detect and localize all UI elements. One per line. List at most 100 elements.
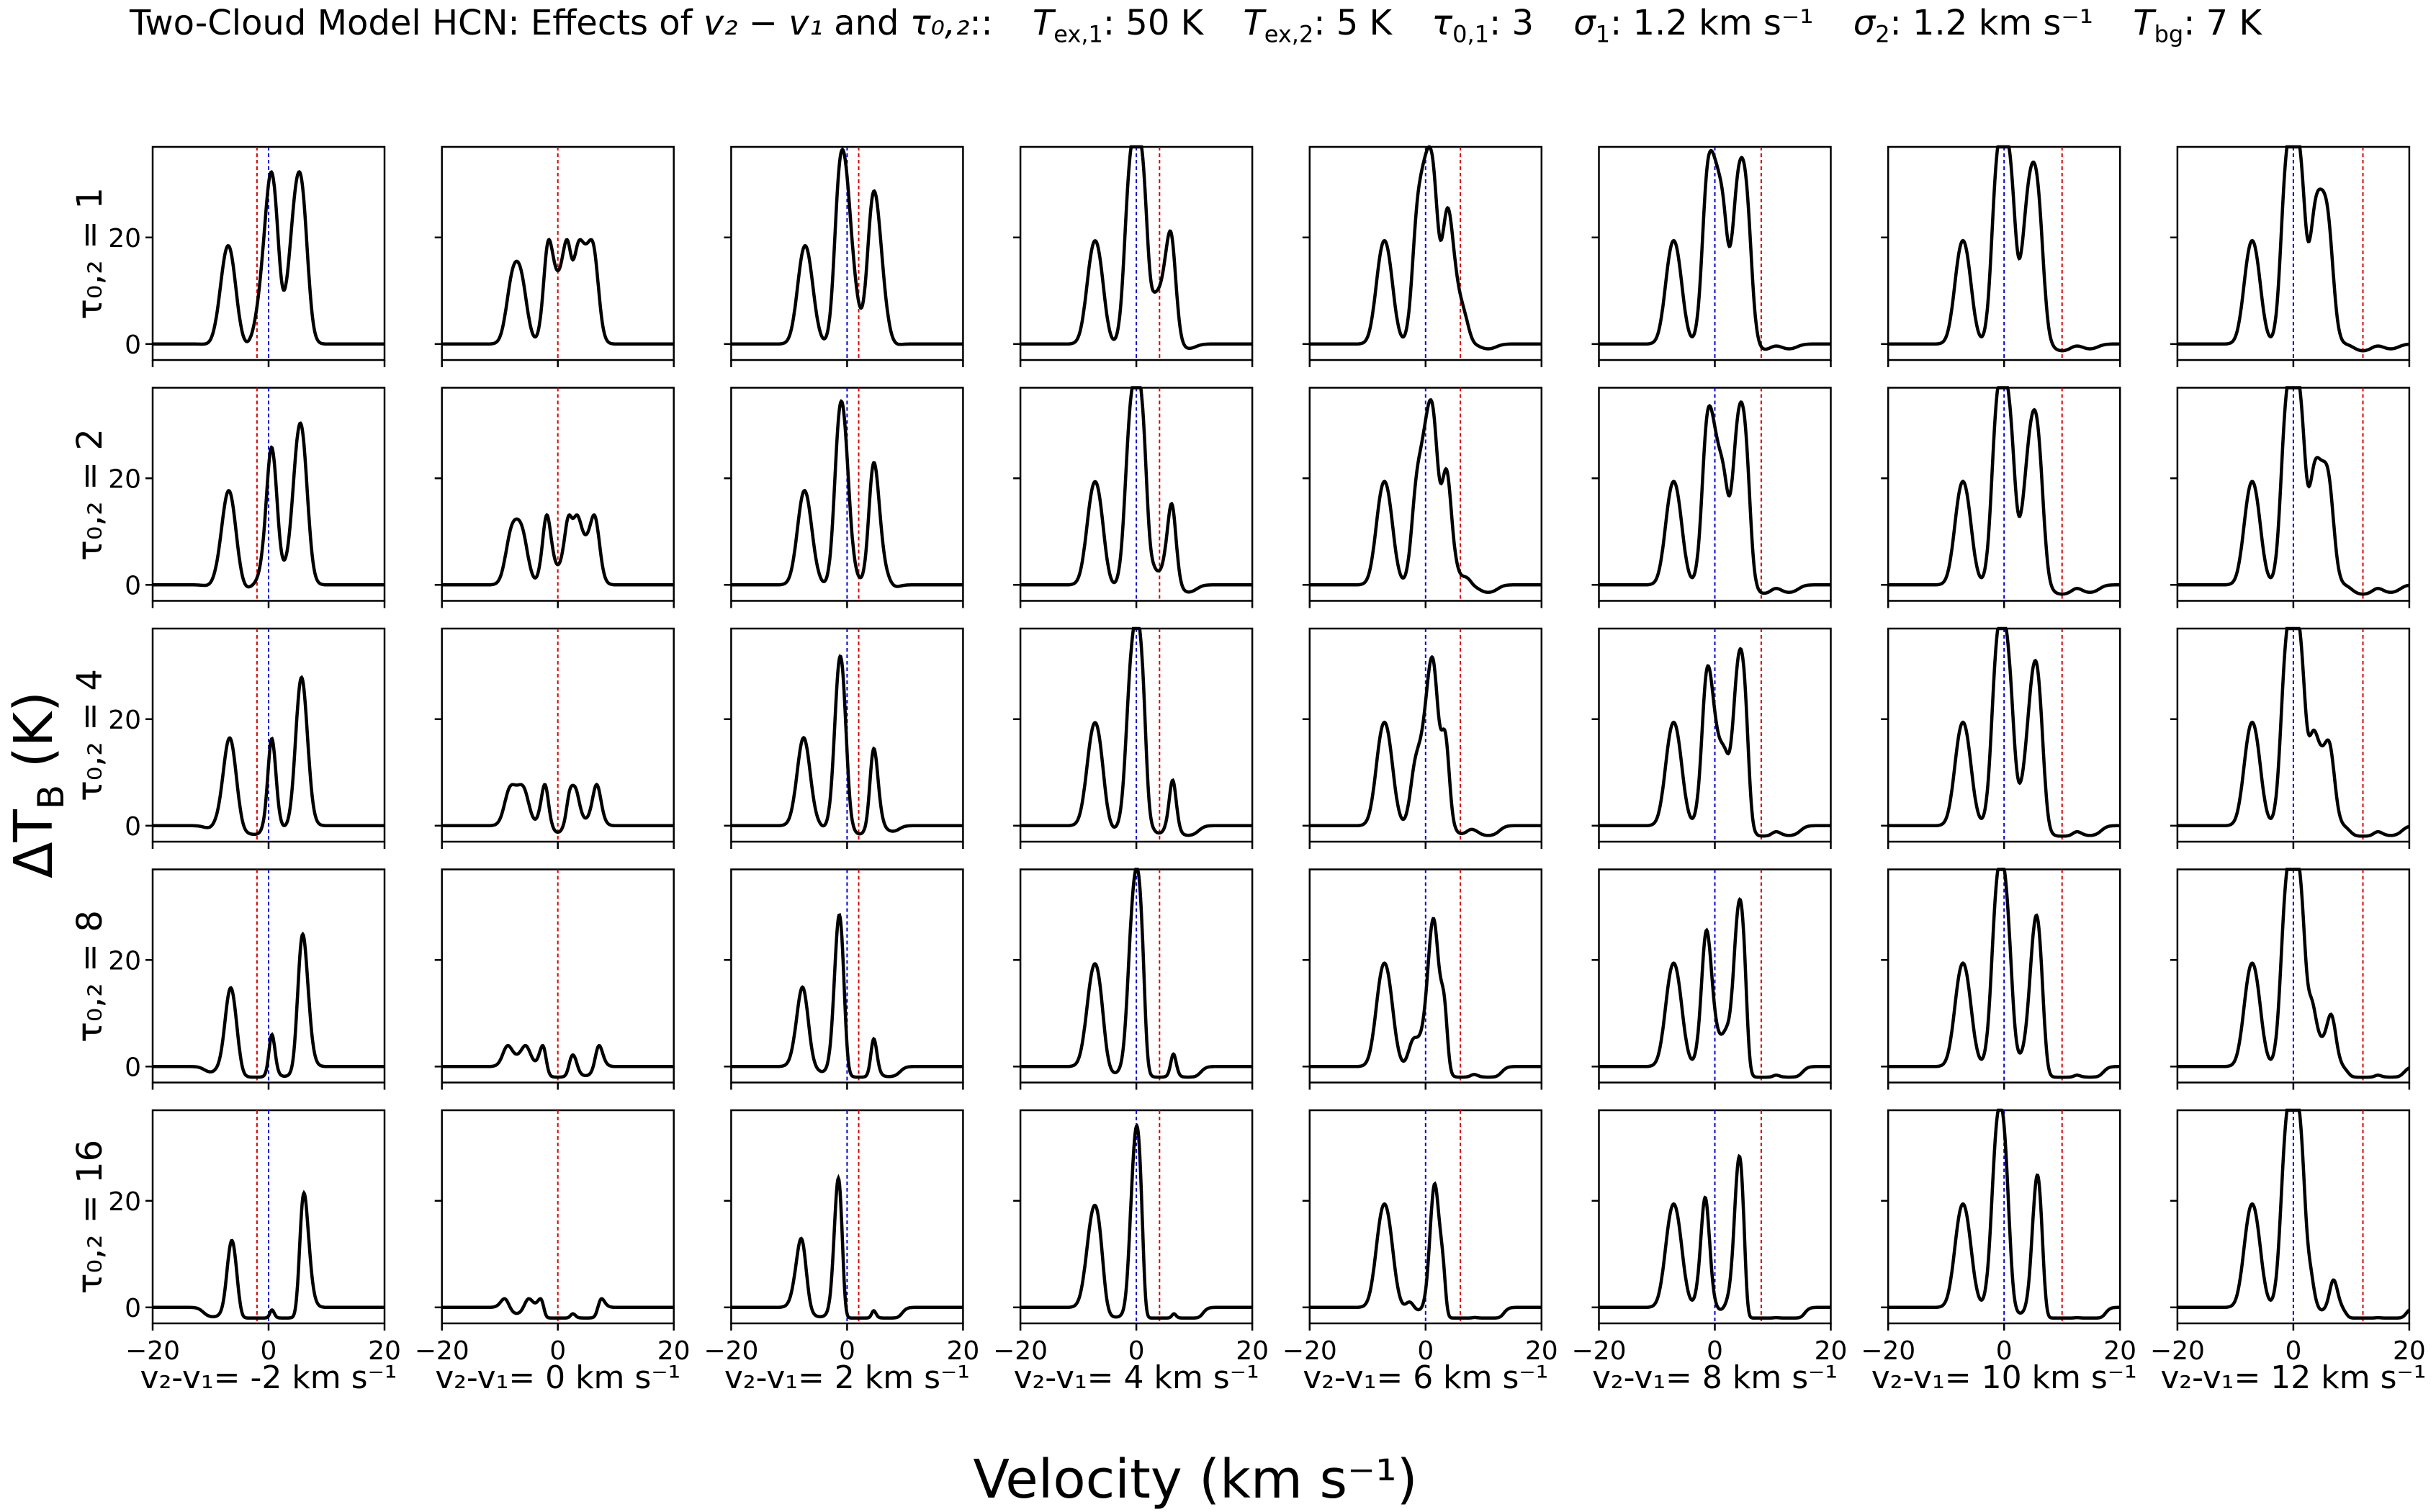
y-tick-label: 0: [125, 1294, 141, 1323]
spectrum-line: [1888, 386, 2121, 596]
y-tick-label: 0: [125, 571, 141, 600]
param-sub: ex,2: [1264, 20, 1314, 48]
subplot-r3-c2: [434, 627, 675, 849]
subplot-r1-c4: [1013, 145, 1254, 367]
y-axis-label: ΔTB (K): [3, 691, 72, 878]
figure-title: Two-Cloud Model HCN: Effects of v₂ − v₁ …: [130, 3, 2262, 48]
spectrum-line: [441, 238, 674, 346]
column-label-dv: v₂-v₁= 8 km s⁻¹: [1592, 1359, 1838, 1396]
param-sub: 2: [1875, 20, 1890, 48]
title-tau02: τ₀,₂: [909, 3, 970, 43]
param-label: T: [1032, 3, 1054, 43]
spectrum-line: [1599, 148, 1831, 351]
param-sub: bg: [2154, 20, 2184, 48]
subplot-r5-c2: −20 0 20: [415, 1109, 691, 1366]
title-colons: ::: [969, 3, 993, 43]
subplot-r3-c3: [724, 627, 964, 849]
x-tick-label: 20: [1815, 1336, 1848, 1366]
spectrum-line: [2177, 1108, 2411, 1320]
subplot-r5-c5: −20 0 20: [1282, 1109, 1558, 1366]
param-sub: 1: [1595, 20, 1611, 48]
subplot-r5-c6: −20 0 20: [1572, 1109, 1848, 1366]
column-label-dv: v₂-v₁= 6 km s⁻¹: [1303, 1359, 1549, 1396]
param-label: τ: [1432, 3, 1453, 43]
x-tick-label: 20: [368, 1336, 401, 1366]
x-tick-label: 0: [1707, 1336, 1723, 1366]
subplot-r4-c1: 0 20: [108, 868, 386, 1090]
spectrum-line: [2177, 386, 2410, 596]
spectrum-line: [153, 675, 385, 837]
x-tick-label: 0: [1128, 1336, 1145, 1366]
spectrum-line: [441, 1043, 674, 1079]
spectrum-line: [1599, 400, 1831, 595]
title-v2v1: v₂ − v₁: [703, 3, 823, 43]
subplot-r2-c4: [1013, 386, 1254, 608]
spectrum-line: [731, 1174, 963, 1320]
y-tick-label: 0: [125, 330, 141, 360]
spectrum-line: [153, 170, 385, 346]
subplot-r5-c8: −20 0 20: [2150, 1108, 2426, 1366]
spectrum-line: [1888, 868, 2121, 1079]
x-tick-label: 20: [1525, 1336, 1558, 1366]
spectrum-line: [153, 931, 385, 1079]
subplot-r2-c2: [434, 387, 675, 608]
x-tick-label: −20: [1572, 1336, 1627, 1366]
param-value: : 3: [1489, 3, 1534, 43]
subplot-r1-c3: [724, 145, 964, 367]
subplot-r2-c8: [2170, 386, 2411, 608]
spectrum-line: [1020, 386, 1253, 594]
spectrum-line: [1888, 145, 2121, 353]
subplot-r5-c3: −20 0 20: [704, 1109, 979, 1366]
subplot-r5-c4: −20 0 20: [993, 1109, 1269, 1366]
y-tick-label: 0: [125, 1053, 141, 1082]
x-tick-label: 20: [1236, 1336, 1269, 1366]
param-label: σ: [1853, 3, 1876, 43]
x-tick-label: −20: [1282, 1336, 1337, 1366]
spectrum-line: [1599, 896, 1831, 1079]
x-tick-label: 0: [2285, 1336, 2301, 1366]
spectrum-line: [731, 913, 963, 1079]
spectrum-line: [1599, 1153, 1831, 1320]
y-tick-label: 20: [108, 464, 141, 494]
y-tick-label: 20: [108, 224, 141, 253]
subplot-r3-c7: [1881, 626, 2121, 849]
x-tick-label: −20: [704, 1336, 758, 1366]
subplot-r5-c1: 0 20 −20 0 20: [108, 1109, 401, 1366]
spectrum-line: [441, 783, 674, 834]
param-label: T: [2133, 3, 2154, 43]
subplot-r3-c4: [1013, 626, 1254, 849]
subplot-r4-c2: [434, 868, 675, 1090]
y-tick-label: 0: [125, 812, 141, 842]
column-label-dv: v₂-v₁= 4 km s⁻¹: [1013, 1359, 1259, 1396]
spectrum-line: [1599, 647, 1831, 838]
subplot-r4-c6: [1591, 868, 1832, 1090]
spectrum-line: [1309, 654, 1542, 837]
title-and: and: [822, 3, 910, 43]
subplot-r2-c1: 0 20: [108, 387, 386, 608]
spectrum-line: [731, 399, 963, 588]
x-tick-label: 0: [549, 1336, 566, 1366]
subplot-r4-c7: [1881, 868, 2121, 1090]
column-label-dv: v₂-v₁= 2 km s⁻¹: [724, 1359, 970, 1396]
x-axis-label: Velocity (km s⁻¹): [973, 1449, 1418, 1511]
spectrum-line: [2177, 626, 2410, 838]
param-label: σ: [1573, 3, 1596, 43]
x-tick-label: −20: [993, 1336, 1048, 1366]
spectrum-line: [731, 147, 963, 346]
y-tick-label: 20: [108, 706, 141, 735]
spectrum-line: [441, 513, 674, 587]
spectrum-line: [1020, 868, 1253, 1079]
subplot-r4-c4: [1013, 868, 1254, 1090]
subplot-r4-c3: [724, 868, 964, 1090]
spectrum-line: [1888, 626, 2121, 838]
x-tick-label: 0: [1417, 1336, 1434, 1366]
row-label-tau: τ₀,₂ = 1: [70, 187, 110, 320]
spectrum-line: [153, 421, 385, 589]
spectrum-line: [441, 1297, 674, 1320]
spectrum-line: [1309, 917, 1542, 1079]
x-tick-label: −20: [125, 1336, 180, 1366]
spectrum-line: [2177, 145, 2409, 353]
spectrum-line: [153, 1189, 385, 1320]
y-tick-label: 20: [108, 1187, 141, 1217]
spectrum-line: [1309, 397, 1542, 594]
